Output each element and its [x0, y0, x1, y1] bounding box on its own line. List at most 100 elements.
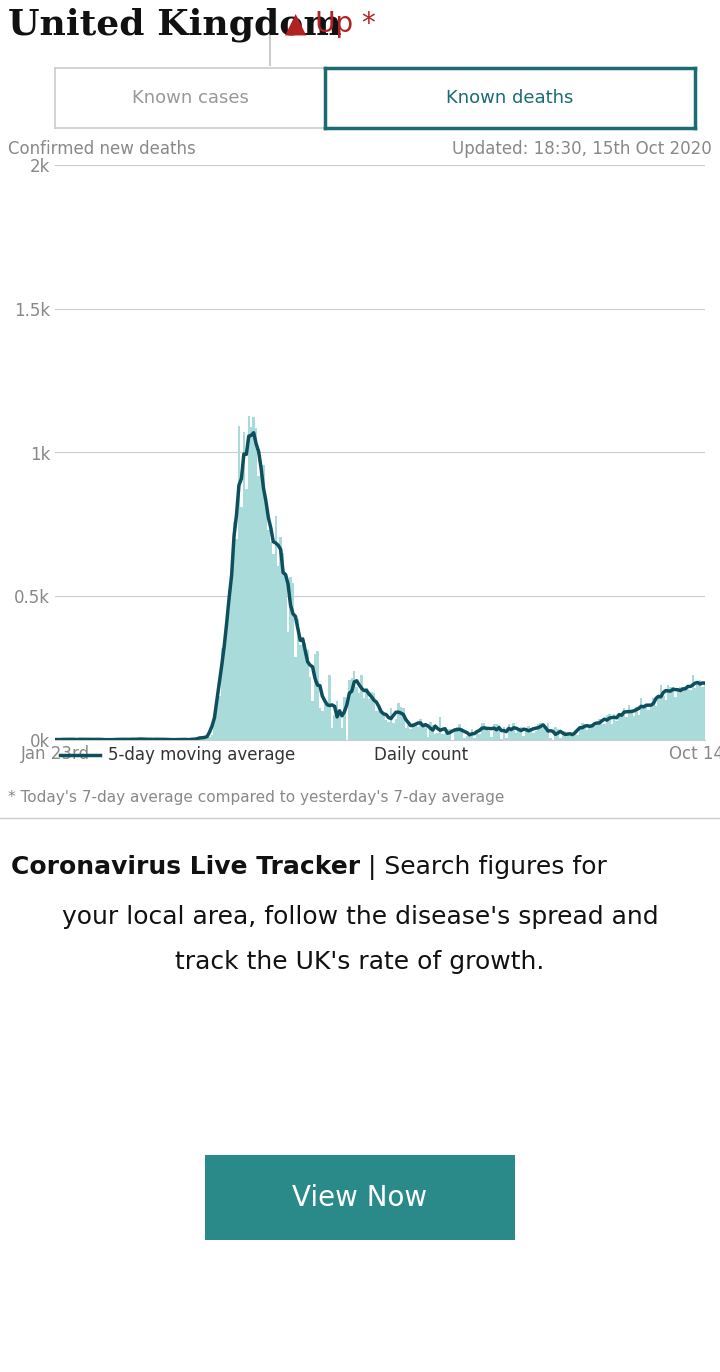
Bar: [434, 734, 436, 740]
Bar: [319, 708, 321, 740]
Bar: [522, 735, 525, 740]
Text: 5-day moving average: 5-day moving average: [108, 746, 295, 764]
Bar: [473, 738, 476, 740]
Bar: [213, 715, 216, 740]
Bar: [650, 707, 652, 740]
Bar: [557, 730, 559, 740]
Bar: [203, 737, 206, 740]
Bar: [314, 654, 316, 740]
Bar: [488, 731, 490, 740]
Bar: [338, 713, 341, 740]
Bar: [321, 712, 323, 740]
Bar: [284, 573, 287, 740]
Bar: [419, 719, 422, 740]
Text: View Now: View Now: [292, 1184, 428, 1211]
Bar: [635, 707, 637, 740]
Bar: [238, 425, 240, 740]
Bar: [574, 730, 576, 740]
Bar: [546, 723, 549, 740]
Bar: [351, 678, 353, 740]
Bar: [240, 508, 243, 740]
Bar: [446, 730, 449, 740]
Bar: [265, 498, 267, 740]
Bar: [461, 729, 464, 740]
Bar: [410, 729, 412, 740]
Bar: [492, 723, 495, 740]
Bar: [292, 583, 294, 740]
Bar: [441, 734, 444, 740]
Bar: [527, 726, 530, 740]
Bar: [675, 697, 677, 740]
Bar: [581, 723, 584, 740]
Bar: [657, 697, 660, 740]
Bar: [211, 735, 213, 740]
Bar: [616, 720, 618, 740]
Bar: [576, 735, 579, 740]
Bar: [588, 727, 591, 740]
Text: ▲ Up *: ▲ Up *: [285, 10, 376, 38]
Text: Known cases: Known cases: [132, 89, 248, 107]
Bar: [495, 724, 498, 740]
Bar: [196, 738, 199, 740]
Bar: [665, 700, 667, 740]
Bar: [505, 738, 508, 740]
Bar: [348, 681, 351, 740]
Bar: [368, 698, 370, 740]
Bar: [326, 707, 328, 740]
Bar: [255, 428, 257, 740]
Bar: [542, 729, 544, 740]
Bar: [478, 734, 480, 740]
Bar: [422, 723, 424, 740]
Bar: [402, 708, 405, 740]
Bar: [687, 689, 689, 740]
Bar: [233, 521, 235, 740]
Bar: [194, 738, 196, 740]
Bar: [534, 731, 537, 740]
Bar: [480, 723, 483, 740]
Bar: [331, 727, 333, 740]
Bar: [699, 679, 701, 740]
Bar: [679, 687, 682, 740]
Bar: [370, 691, 373, 740]
Bar: [513, 723, 515, 740]
Bar: [436, 733, 439, 740]
Bar: [431, 724, 434, 740]
Bar: [654, 707, 657, 740]
Bar: [414, 723, 417, 740]
Bar: [672, 687, 675, 740]
Bar: [405, 729, 407, 740]
Bar: [618, 713, 621, 740]
Bar: [269, 542, 272, 740]
Bar: [341, 727, 343, 740]
Bar: [468, 733, 471, 740]
Bar: [701, 687, 703, 740]
Bar: [525, 729, 527, 740]
Bar: [392, 723, 395, 740]
Bar: [689, 690, 691, 740]
Text: Updated: 18:30, 15th Oct 2020: Updated: 18:30, 15th Oct 2020: [452, 140, 712, 158]
Bar: [277, 567, 279, 740]
Bar: [444, 734, 446, 740]
Bar: [365, 689, 368, 740]
Bar: [282, 553, 284, 740]
Bar: [387, 722, 390, 740]
Bar: [508, 724, 510, 740]
Bar: [549, 738, 552, 740]
Bar: [633, 716, 635, 740]
Bar: [660, 685, 662, 740]
Bar: [611, 724, 613, 740]
Bar: [289, 576, 292, 740]
Bar: [591, 724, 593, 740]
Bar: [628, 705, 630, 740]
Text: Daily count: Daily count: [374, 746, 468, 764]
Bar: [564, 731, 567, 740]
Bar: [206, 738, 208, 740]
Bar: [385, 720, 387, 740]
Bar: [520, 727, 522, 740]
Bar: [253, 417, 255, 740]
Bar: [623, 708, 625, 740]
Text: Known deaths: Known deaths: [446, 89, 574, 107]
Bar: [311, 701, 314, 740]
Bar: [262, 465, 265, 740]
Bar: [267, 531, 269, 740]
